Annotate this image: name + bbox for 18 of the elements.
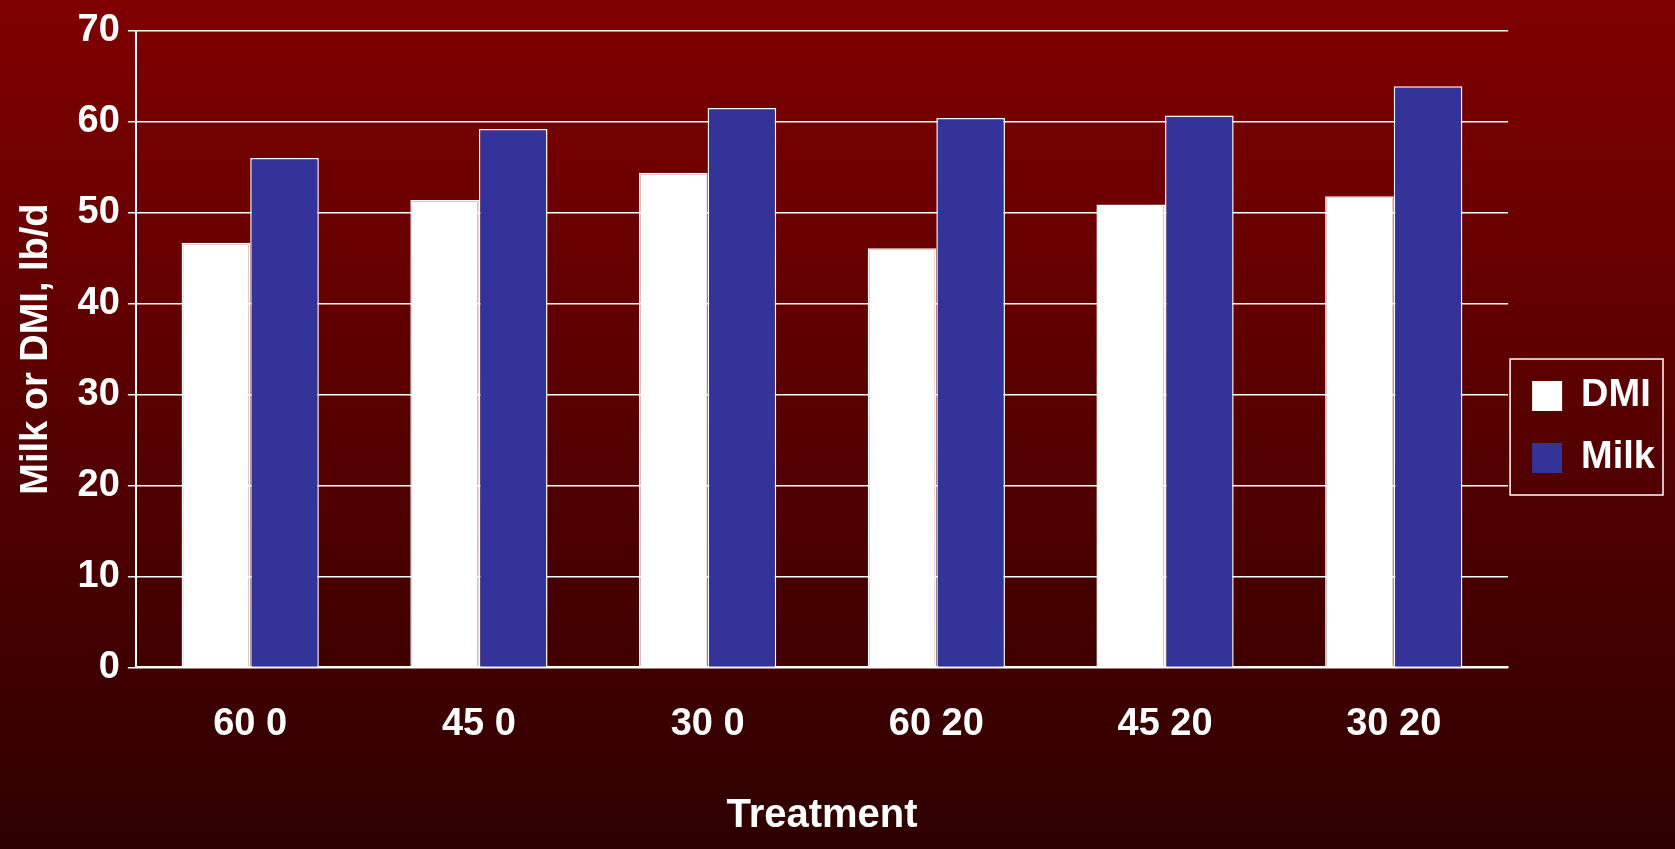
y-tick-label: 10 bbox=[77, 552, 120, 595]
y-tick-label: 50 bbox=[77, 189, 120, 232]
x-tick-label: 30 20 bbox=[1346, 700, 1442, 743]
x-tick-label: 60 20 bbox=[888, 700, 984, 743]
x-tick-label: 60 0 bbox=[213, 700, 288, 743]
y-tick-label: 0 bbox=[98, 643, 120, 686]
y-axis-title: Milk or DMI, lb/d bbox=[13, 203, 56, 495]
y-tick-label: 70 bbox=[77, 7, 120, 50]
legend-label: DMI bbox=[1581, 372, 1651, 415]
x-tick-label: 30 0 bbox=[670, 700, 745, 743]
y-tick-label: 40 bbox=[77, 280, 120, 323]
x-tick-label: 45 0 bbox=[441, 700, 516, 743]
y-tick-label: 20 bbox=[77, 462, 120, 504]
legend-label: Milk bbox=[1581, 434, 1656, 477]
x-axis-title: Treatment bbox=[726, 791, 918, 836]
x-tick-label: 45 20 bbox=[1117, 700, 1213, 743]
y-tick-label: 30 bbox=[77, 371, 120, 414]
y-tick-label: 60 bbox=[77, 98, 120, 141]
